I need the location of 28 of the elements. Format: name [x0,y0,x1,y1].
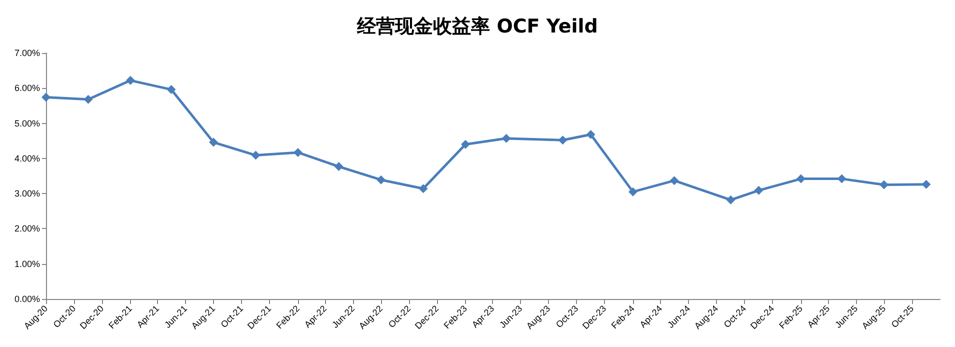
point [418,184,428,194]
point [502,134,511,143]
point [628,187,638,196]
point [922,180,931,189]
point [754,186,764,195]
y-tick-label: 1.00% [14,258,40,269]
chart-title: 经营现金收益率 OCF Yeild [356,16,598,38]
point [209,138,218,147]
y-tick-label: 3.00% [14,188,40,199]
y-tick-label: 7.00% [14,48,40,58]
point [251,150,260,160]
point [460,140,470,149]
point [166,85,176,94]
point [670,176,679,186]
y-tick-label: 2.00% [14,224,40,234]
point [126,76,135,85]
y-tick-label: 4.00% [14,153,40,164]
y-tick-label: 5.00% [14,118,40,128]
point [796,174,806,184]
point [726,195,736,204]
y-tick-label: 6.00% [14,83,40,94]
point [42,92,50,102]
point [376,175,386,184]
point [84,94,93,104]
point [558,136,568,145]
point [586,130,596,140]
y-tick-label: 0.00% [14,294,40,304]
point [334,162,344,172]
